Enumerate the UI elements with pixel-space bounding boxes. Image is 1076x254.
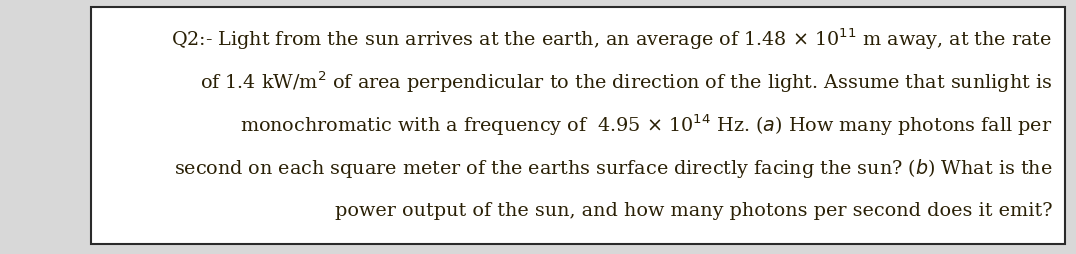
Text: of 1.4 kW/m$^2$ of area perpendicular to the direction of the light. Assume that: of 1.4 kW/m$^2$ of area perpendicular to…: [200, 69, 1052, 95]
Text: power output of the sun, and how many photons per second does it emit?: power output of the sun, and how many ph…: [335, 201, 1052, 219]
Text: Q2:- Light from the sun arrives at the earth, an average of 1.48 $\times$ 10$^{1: Q2:- Light from the sun arrives at the e…: [171, 27, 1052, 52]
Text: monochromatic with a frequency of  4.95 $\times$ 10$^{14}$ Hz. ($a$) How many ph: monochromatic with a frequency of 4.95 $…: [240, 112, 1052, 137]
Text: second on each square meter of the earths surface directly facing the sun? ($b$): second on each square meter of the earth…: [174, 156, 1052, 179]
